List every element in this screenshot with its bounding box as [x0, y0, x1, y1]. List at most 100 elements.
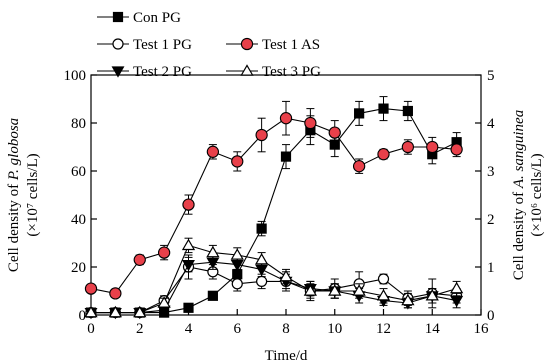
legend-marker: [111, 66, 125, 78]
legend: Con PG Test 1 PG Test 1 AS Test 2 PG Test 3 …: [97, 10, 321, 80]
legend-label: Test 3 PG: [262, 64, 321, 80]
series-test-3-pg: [84, 237, 464, 318]
series-line: [91, 244, 457, 314]
x-tick-label: 12: [376, 321, 391, 337]
legend-item: Test 1 PG: [97, 37, 192, 53]
data-point: [207, 290, 218, 301]
legend-marker: [112, 38, 124, 50]
y-axis-left-title-species: P. globosa: [6, 118, 22, 181]
data-point: [133, 253, 146, 266]
legend-label: Test 1 AS: [262, 37, 320, 53]
y-axis-right-title-species: A. sanguinea: [511, 110, 527, 189]
data-point: [279, 269, 293, 282]
data-point: [206, 145, 220, 158]
data-point: [84, 282, 98, 295]
legend-label: Con PG: [133, 10, 181, 26]
series-line: [90, 117, 457, 295]
data-point: [352, 160, 366, 173]
data-point: [450, 143, 463, 156]
data-point: [157, 296, 171, 308]
data-point: [402, 105, 413, 117]
legend-item: Test 2 PG: [97, 64, 192, 80]
y-left-tick-label: 40: [71, 212, 86, 228]
y-left-tick-label: 100: [64, 68, 87, 84]
data-point: [183, 302, 194, 313]
data-point: [231, 278, 243, 290]
data-point: [280, 151, 292, 162]
legend-marker: [240, 64, 254, 76]
data-point: [256, 275, 268, 287]
y-axis-right-title-line1: Cell density of A. sanguinea: [511, 110, 527, 280]
data-point: [377, 273, 390, 285]
data-point: [450, 296, 464, 308]
y-left-tick-label: 80: [71, 116, 86, 132]
legend-item: Con PG: [97, 10, 181, 26]
data-point: [157, 246, 171, 259]
data-point: [230, 248, 244, 260]
y-right-tick-label: 4: [487, 116, 495, 132]
data-point: [254, 252, 269, 265]
y-left-tick-label: 20: [71, 260, 86, 276]
y-right-tick-label: 1: [487, 260, 495, 276]
legend-marker: [112, 11, 124, 23]
y-right-tick-label: 3: [487, 164, 495, 180]
data-point: [84, 305, 98, 318]
data-point: [426, 140, 439, 154]
x-tick-label: 6: [234, 321, 242, 337]
series-layer: [84, 96, 464, 320]
data-point: [108, 305, 123, 318]
data-point: [354, 108, 365, 119]
data-point: [182, 260, 195, 272]
data-point: [376, 288, 391, 301]
data-point: [378, 103, 389, 114]
data-point: [181, 238, 196, 251]
data-point: [304, 116, 317, 130]
data-point: [328, 284, 342, 296]
x-axis-title: Time/d: [265, 348, 308, 363]
x-tick-label: 0: [87, 321, 95, 337]
x-tick-label: 8: [282, 321, 290, 337]
legend-marker: [240, 37, 254, 51]
y-left-tick-label: 0: [79, 308, 87, 324]
y-axis-right: 0 1 2 3 4 5: [475, 68, 495, 324]
legend-label: Test 1 PG: [133, 37, 192, 53]
series-line: [91, 108, 457, 314]
y-right-tick-label: 5: [487, 68, 495, 84]
y-right-tick-label: 2: [487, 212, 495, 228]
x-axis: 0 2 4 6 8 10 12 14 16: [87, 309, 489, 337]
series-line: [91, 266, 457, 314]
y-left-tick-label: 60: [71, 164, 86, 180]
legend-item: Test 3 PG: [226, 64, 321, 80]
data-point: [279, 112, 293, 125]
data-point: [303, 284, 318, 296]
x-tick-label: 4: [185, 321, 193, 337]
data-point: [449, 281, 464, 294]
y-axis-left-title-line2: (×10⁷ cells/L): [25, 153, 41, 236]
y-axis-right-title-prefix: Cell density of: [511, 188, 527, 280]
data-point: [255, 128, 268, 142]
data-point: [206, 245, 220, 258]
data-point: [352, 284, 366, 296]
legend-label: Test 2 PG: [133, 64, 192, 80]
data-point: [109, 287, 122, 300]
data-point: [401, 140, 415, 154]
x-tick-label: 2: [136, 321, 144, 337]
data-point: [256, 223, 267, 234]
series-test-1-as: [84, 100, 463, 300]
data-point: [401, 293, 415, 306]
x-tick-label: 10: [327, 321, 342, 337]
x-tick-label: 14: [425, 321, 441, 337]
series-line: [91, 261, 457, 314]
data-point: [231, 155, 244, 168]
data-point: [425, 288, 439, 301]
y-axis-right-title-line2: (×10⁶ cells/L): [529, 153, 545, 236]
data-point: [328, 126, 341, 139]
legend-item: Test 1 AS: [226, 37, 320, 53]
y-axis-left-title-prefix: Cell density of: [6, 180, 22, 272]
y-axis-left-title-line1: Cell density of P. globosa: [6, 118, 22, 272]
y-right-tick-label: 0: [487, 308, 495, 324]
data-point: [377, 148, 390, 161]
x-tick-label: 16: [474, 321, 490, 337]
series-con-pg: [85, 96, 462, 318]
